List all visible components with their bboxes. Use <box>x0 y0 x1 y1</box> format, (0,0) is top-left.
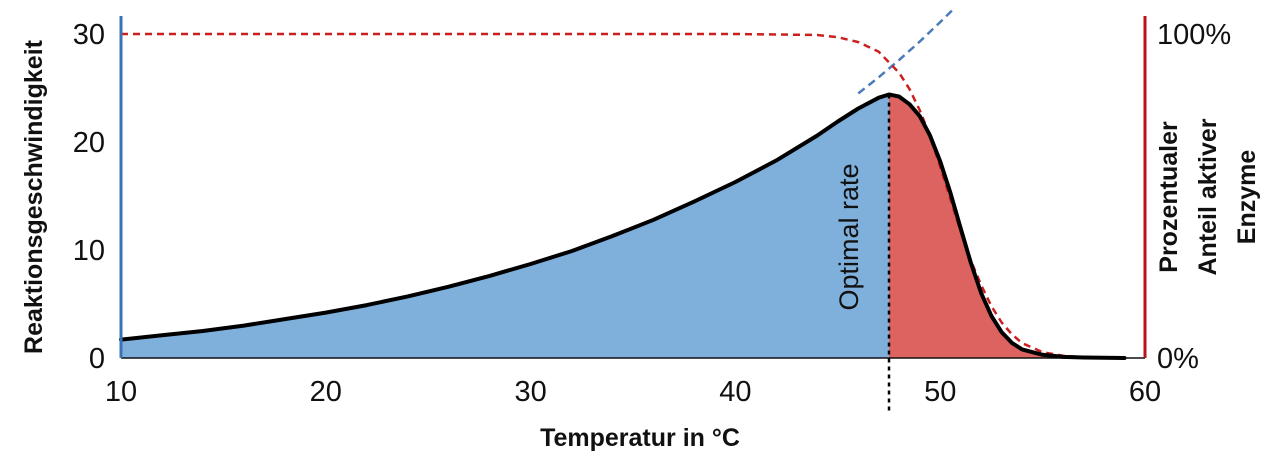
y2-axis-label-line-1: Prozentualer <box>1155 121 1183 273</box>
optimal-rate-annotation: Optimal rate <box>834 163 864 310</box>
active-enzyme-line <box>121 32 1125 360</box>
reaction-rate-line <box>119 92 1127 360</box>
y2-tick-label-100-percent: 100% <box>1157 19 1231 51</box>
falling-rate-area <box>889 94 1125 358</box>
y2-tick-label-0-percent: 0% <box>1157 343 1199 375</box>
rising-rate-area <box>121 94 889 358</box>
x-tick-label-10: 10 <box>105 376 137 408</box>
x-tick-label-30: 30 <box>514 376 546 408</box>
y-tick-label-0: 0 <box>89 343 105 375</box>
y2-axis-label-line-2: Anteil aktiver <box>1194 118 1222 275</box>
x-tick-label-50: 50 <box>924 376 956 408</box>
y-tick-label-20: 20 <box>73 127 105 159</box>
x-tick-label-20: 20 <box>310 376 342 408</box>
x-tick-label-60: 60 <box>1129 376 1161 408</box>
y2-axis-label-line-3: Enzyme <box>1233 150 1261 245</box>
y-tick-label-10: 10 <box>73 235 105 267</box>
x-tick-label-40: 40 <box>719 376 751 408</box>
x-axis-label: Temperatur in °C <box>540 424 740 452</box>
y-tick-label-30: 30 <box>73 19 105 51</box>
exponential-trend-line <box>857 7 956 95</box>
y-axis-label: Reaktionsgeschwindigkeit <box>20 39 48 354</box>
